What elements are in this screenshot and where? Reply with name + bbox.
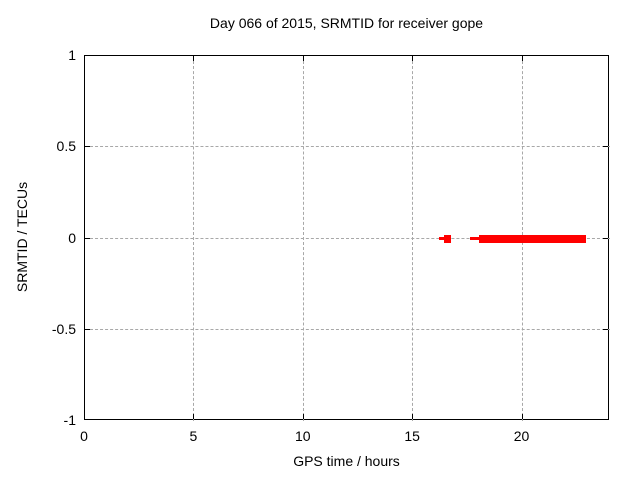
tick-mark: [603, 328, 608, 330]
data-segment: [443, 234, 452, 243]
y-tick-label: 0.5: [56, 138, 76, 155]
gridline: [85, 237, 610, 239]
gridline: [85, 146, 610, 148]
x-tick-label: 10: [294, 428, 311, 444]
data-segment: [439, 237, 444, 240]
tick-mark: [521, 414, 523, 419]
y-tick-label: -0.5: [51, 320, 76, 337]
tick-mark: [302, 414, 304, 419]
gridline: [302, 56, 304, 421]
gridline: [412, 56, 414, 421]
data-segment: [478, 234, 586, 243]
y-tick-label: 1: [68, 47, 76, 63]
tick-mark: [302, 56, 304, 61]
tick-mark: [603, 237, 608, 239]
plot-area: [84, 55, 610, 421]
tick-mark: [521, 56, 523, 61]
tick-mark: [603, 146, 608, 148]
tick-mark: [85, 328, 90, 330]
x-tick-label: 20: [513, 428, 530, 444]
chart-title: Day 066 of 2015, SRMTID for receiver gop…: [209, 15, 484, 31]
x-axis-label: GPS time / hours: [293, 453, 400, 469]
gridline: [193, 56, 195, 421]
tick-mark: [412, 56, 414, 61]
tick-mark: [193, 56, 195, 61]
tick-mark: [412, 414, 414, 419]
x-tick-label: 0: [80, 428, 88, 444]
x-tick-label: 5: [189, 428, 198, 444]
y-tick-label: 0: [68, 229, 76, 246]
data-segment: [470, 237, 479, 240]
tick-mark: [193, 414, 195, 419]
gridline: [85, 328, 610, 330]
y-tick-label: -1: [63, 412, 76, 428]
x-tick-label: 15: [404, 428, 420, 444]
tick-mark: [85, 146, 90, 148]
tick-mark: [85, 237, 90, 239]
